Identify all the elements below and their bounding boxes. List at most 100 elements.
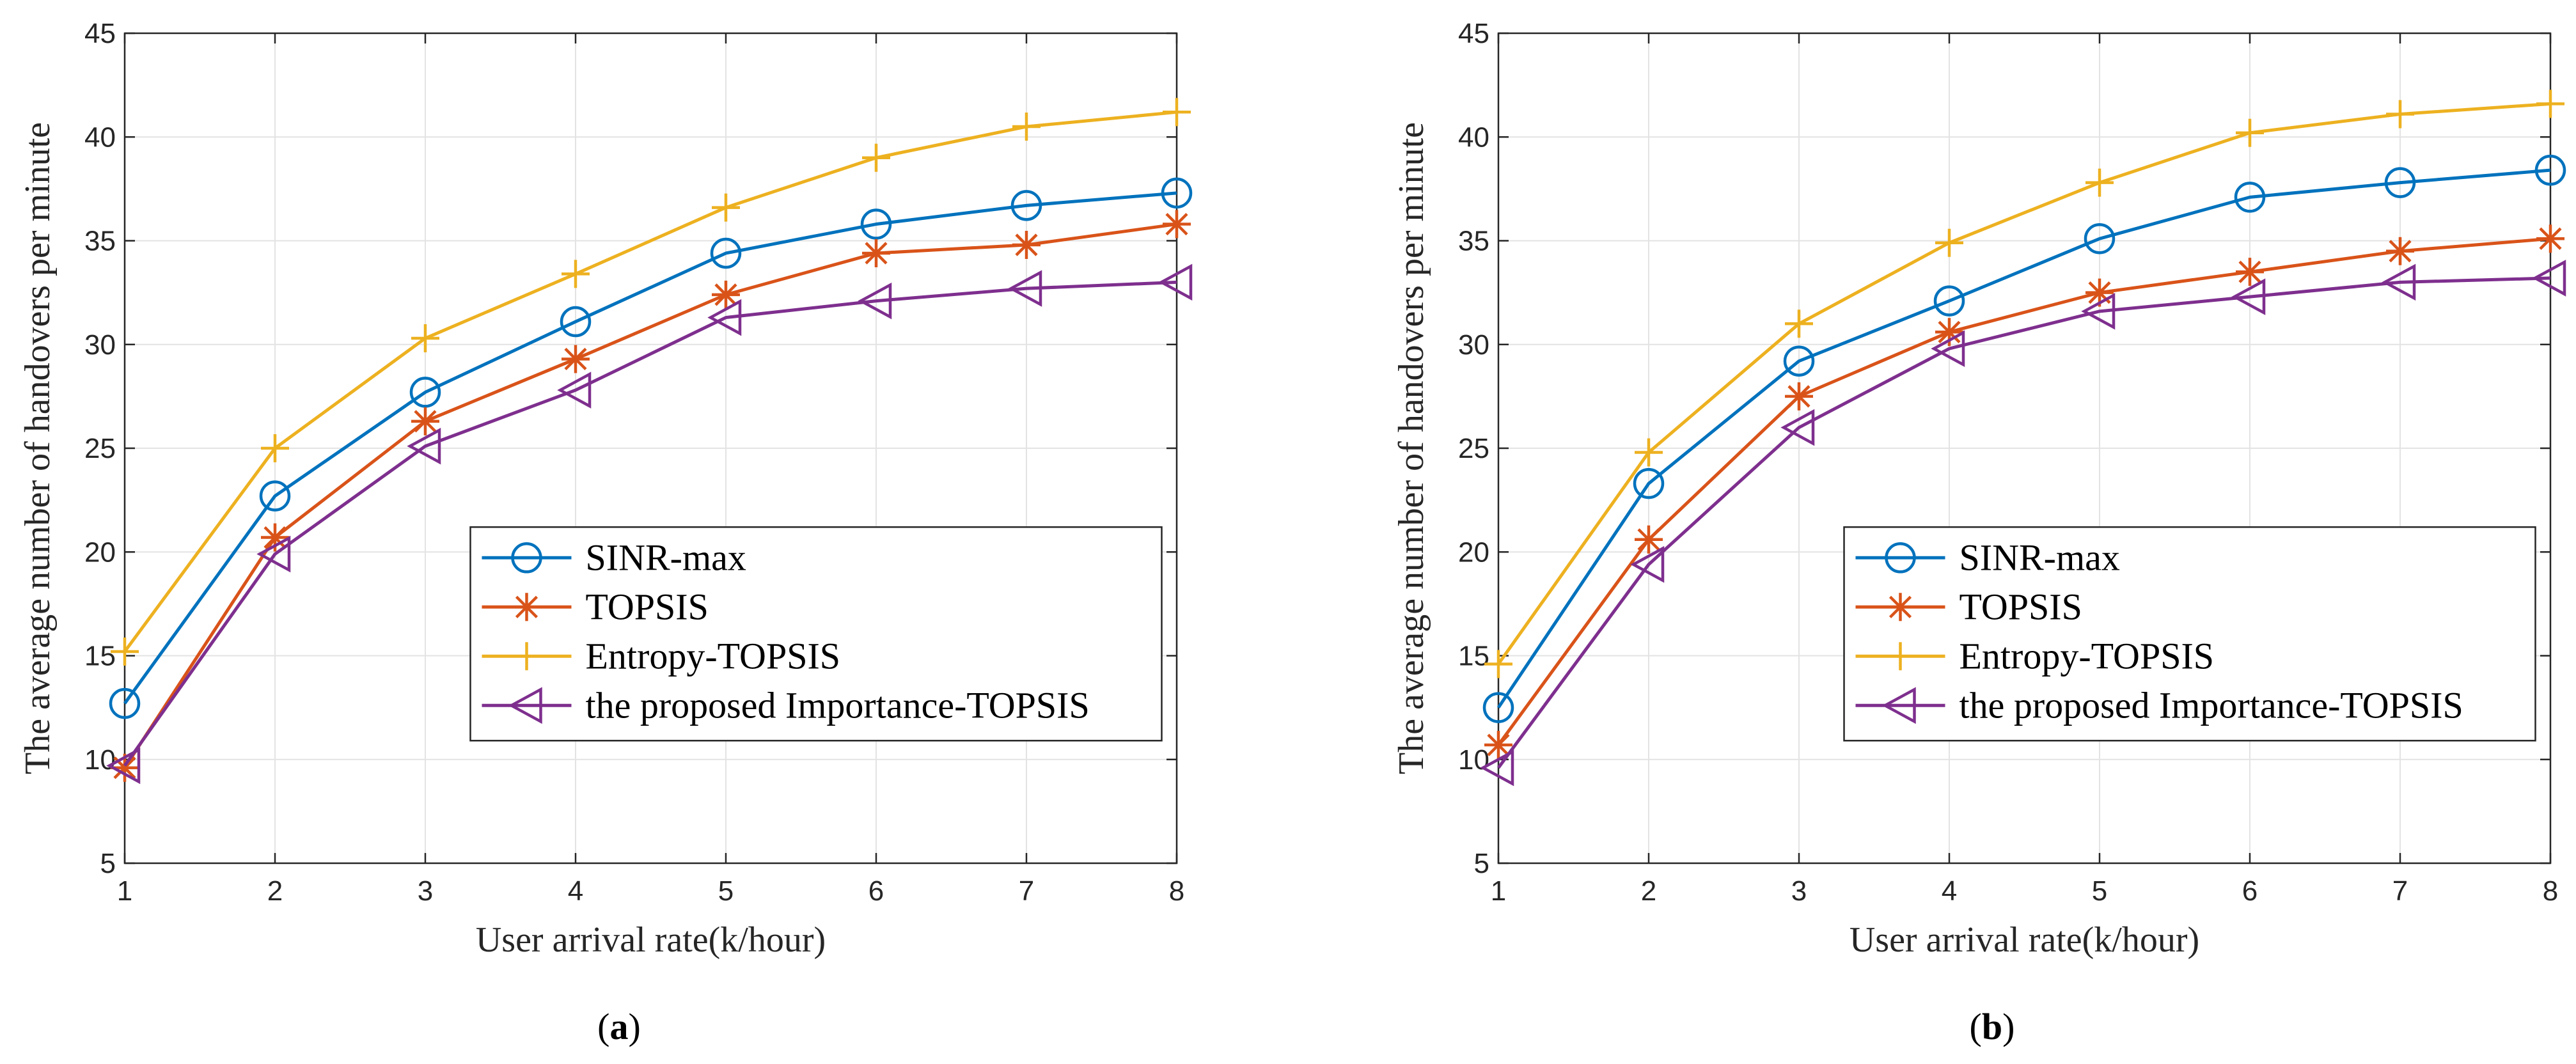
legend: SINR-max TOPSIS Entropy-TOPSIS the proposed…: [1843, 526, 2536, 742]
x-tick-label: 3: [418, 875, 433, 907]
legend-marker: [1885, 542, 1916, 574]
data-point: [1785, 309, 1813, 338]
y-tick-label: 15: [84, 641, 116, 672]
data-point: [707, 299, 742, 336]
legend: SINR-max TOPSIS Entropy-TOPSIS the proposed…: [469, 526, 1163, 742]
data-point: [1931, 330, 1965, 368]
y-tick-label: 10: [84, 744, 116, 776]
x-tick-label: 6: [868, 875, 884, 907]
y-tick-label: 40: [84, 121, 116, 153]
legend-label: Entropy-TOPSIS: [586, 635, 841, 677]
data-point: [858, 282, 892, 320]
data-point: [862, 143, 890, 172]
series-the-proposed-importance-topsis: [1480, 260, 2566, 786]
data-point: [1012, 113, 1041, 141]
data-point: [1785, 382, 1813, 411]
series-line: [1496, 102, 2551, 665]
data-point: [2236, 118, 2264, 147]
series-entropy-topsis: [1484, 90, 2564, 678]
y-tick-label: 15: [1458, 641, 1489, 672]
x-tick-label: 3: [1791, 875, 1807, 907]
x-axis-label: User arrival rate(k/hour): [476, 920, 826, 960]
data-point: [560, 306, 592, 338]
data-point: [2085, 278, 2114, 307]
data-point: [1010, 190, 1042, 221]
data-point: [2536, 90, 2564, 118]
data-point: [411, 324, 439, 353]
data-point: [712, 193, 740, 222]
y-tick-label: 20: [1458, 536, 1489, 568]
data-point: [2085, 168, 2114, 197]
x-tick-label: 2: [267, 875, 283, 907]
y-tick-label: 5: [100, 848, 116, 879]
series-line: [1496, 237, 2551, 746]
data-point: [562, 260, 590, 288]
figure-caption: (a): [597, 1006, 641, 1047]
y-tick-label: 30: [84, 329, 116, 361]
legend-box: [469, 526, 1163, 742]
data-point: [710, 237, 742, 269]
legend-label: TOPSIS: [586, 586, 709, 627]
data-point: [1484, 650, 1512, 678]
data-point: [111, 753, 139, 782]
x-tick-label: 5: [718, 875, 734, 907]
legend-label: SINR-max: [586, 536, 746, 578]
data-point: [2384, 167, 2416, 198]
y-axis-label: The average number of handovers per minu…: [1392, 122, 1431, 774]
data-point: [256, 535, 291, 573]
data-point: [1635, 438, 1663, 467]
x-tick-label: 7: [1019, 875, 1034, 907]
series-line: [123, 191, 1177, 705]
data-point: [1933, 285, 1965, 317]
x-tick-label: 1: [1491, 875, 1506, 907]
data-point: [2386, 237, 2414, 265]
data-point: [261, 434, 289, 462]
data-point: [109, 687, 141, 719]
data-point: [2236, 258, 2264, 286]
legend-label: the proposed Importance-TOPSIS: [586, 684, 1090, 726]
series-topsis: [111, 210, 1191, 782]
legend-label: TOPSIS: [1959, 586, 2082, 627]
data-point: [1482, 692, 1514, 723]
y-tick-label: 45: [1458, 18, 1489, 49]
legend-marker: [1886, 642, 1915, 671]
data-point: [2234, 182, 2266, 213]
legend-label: SINR-max: [1959, 536, 2120, 578]
data-point: [862, 239, 890, 267]
data-point: [106, 747, 141, 785]
series-sinr-max: [109, 177, 1193, 719]
series-line: [1496, 168, 2551, 709]
data-point: [1935, 318, 1963, 347]
legend-marker: [511, 542, 542, 574]
y-tick-label: 40: [1458, 121, 1489, 153]
data-point: [1163, 210, 1191, 239]
data-point: [2084, 223, 2116, 254]
data-point: [1012, 230, 1041, 259]
data-point: [1635, 525, 1663, 554]
x-tick-label: 6: [2242, 875, 2258, 907]
data-point: [1633, 467, 1665, 499]
data-point: [1780, 409, 1815, 446]
y-axis-label: The average number of handovers per minu…: [18, 122, 58, 774]
series-line: [123, 110, 1177, 653]
data-point: [261, 523, 289, 552]
x-tick-label: 4: [1942, 875, 1957, 907]
legend-marker: [1886, 593, 1915, 622]
data-point: [2081, 293, 2116, 330]
y-tick-label: 35: [1458, 226, 1489, 257]
data-point: [1935, 228, 1963, 257]
data-point: [1158, 263, 1193, 301]
data-point: [2386, 100, 2414, 129]
data-point: [1163, 98, 1191, 127]
y-tick-label: 45: [84, 18, 116, 49]
legend-marker: [512, 642, 541, 671]
legend-marker: [508, 687, 542, 724]
y-tick-label: 25: [1458, 433, 1489, 464]
series-line: [123, 280, 1177, 767]
data-point: [1783, 345, 1815, 377]
legend-label: the proposed Importance-TOPSIS: [1959, 684, 2463, 726]
series-line: [123, 223, 1177, 769]
data-point: [259, 480, 291, 512]
data-point: [1480, 749, 1514, 786]
